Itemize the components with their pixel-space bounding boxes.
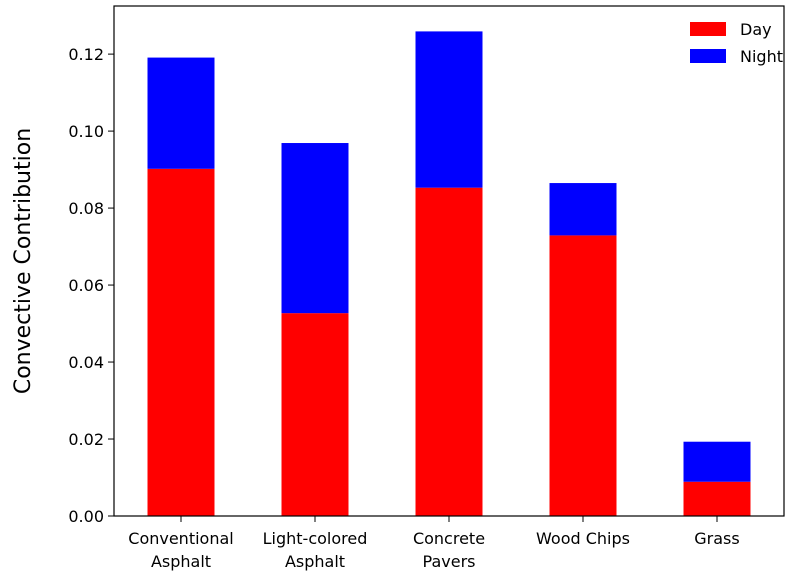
- legend-label-night: Night: [740, 47, 783, 66]
- x-tick-label-2-1: Pavers: [423, 552, 476, 571]
- bar-night-0: [147, 57, 215, 169]
- x-tick-label-0-1: Asphalt: [151, 552, 211, 571]
- y-tick-label-4: 0.08: [68, 199, 104, 218]
- y-tick-label-0: 0.00: [68, 507, 104, 526]
- legend-swatch-night: [690, 49, 726, 63]
- x-tick-label-4-0: Grass: [694, 529, 739, 548]
- y-tick-label-6: 0.12: [68, 45, 104, 64]
- bar-day-3: [549, 235, 617, 516]
- y-axis: 0.00 0.02 0.04 0.06 0.08 0.10 0.12: [68, 45, 114, 526]
- x-tick-label-3-0: Wood Chips: [536, 529, 630, 548]
- x-tick-label-2-0: Concrete: [413, 529, 485, 548]
- x-axis: Conventional Asphalt Light-colored Asphalt C…: [128, 516, 740, 571]
- x-tick-label-1-1: Asphalt: [285, 552, 345, 571]
- bar-night-2: [415, 31, 483, 188]
- bar-day-0: [147, 168, 215, 516]
- legend: Day Night: [690, 20, 783, 66]
- x-tick-label-1-0: Light-colored: [263, 529, 368, 548]
- y-tick-label-1: 0.02: [68, 430, 104, 449]
- bars-layer: [147, 31, 751, 516]
- bar-night-1: [281, 143, 349, 314]
- y-tick-label-3: 0.06: [68, 276, 104, 295]
- bar-day-2: [415, 187, 483, 516]
- y-tick-label-5: 0.10: [68, 122, 104, 141]
- y-axis-label: Convective Contribution: [11, 128, 36, 394]
- legend-swatch-day: [690, 22, 726, 36]
- plot-frame: [113, 5, 785, 517]
- bar-day-4: [683, 481, 751, 516]
- bar-night-4: [683, 441, 751, 482]
- legend-label-day: Day: [740, 20, 772, 39]
- bar-day-1: [281, 313, 349, 516]
- x-tick-label-0-0: Conventional: [128, 529, 233, 548]
- bar-night-3: [549, 183, 617, 236]
- y-tick-label-2: 0.04: [68, 353, 104, 372]
